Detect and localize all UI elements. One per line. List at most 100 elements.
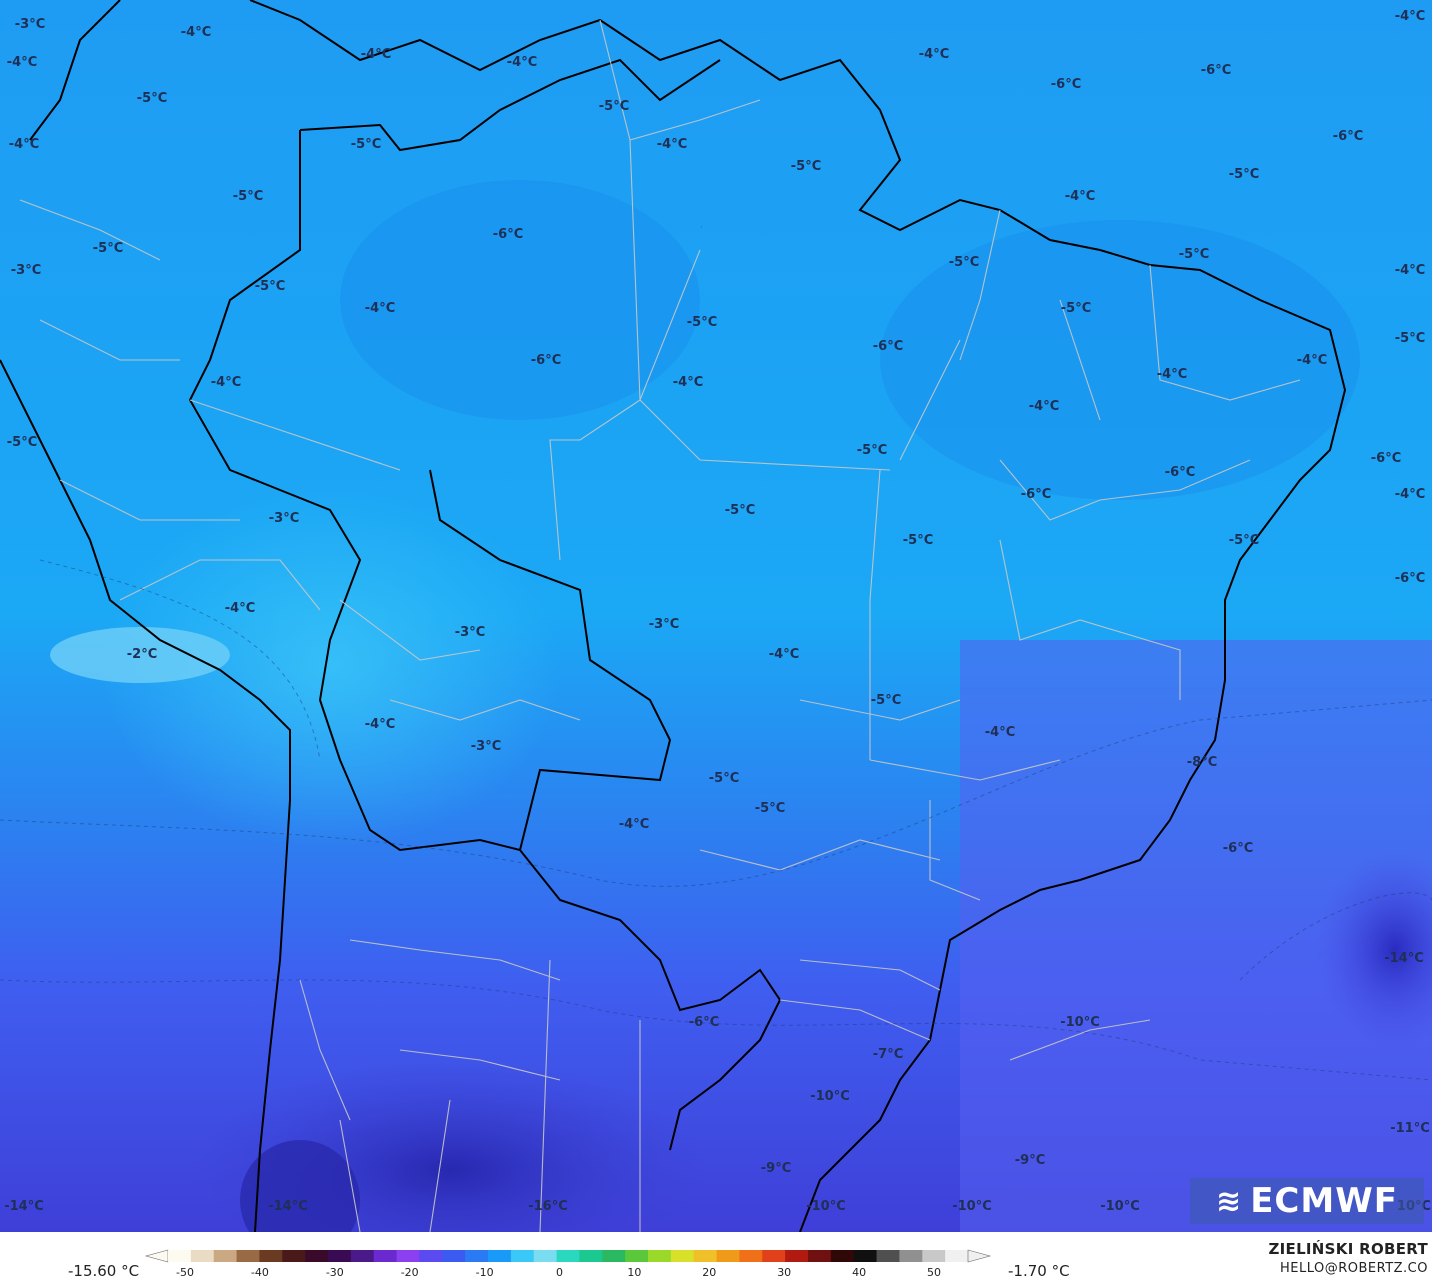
temperature-label: -10°C: [810, 1089, 850, 1104]
colorbar-swatch: [556, 1250, 580, 1262]
temperature-label: -4°C: [1297, 353, 1327, 368]
colorbar-swatch: [716, 1250, 740, 1262]
colorbar-swatch: [899, 1250, 923, 1262]
temperature-label: -3°C: [11, 263, 41, 278]
temperature-label: -5°C: [137, 91, 167, 106]
colorbar-arrow-left: [144, 1249, 169, 1263]
pacific-warm: [50, 627, 230, 683]
colorbar-tick-label: 0: [556, 1266, 563, 1279]
temperature-map: -3°C -4°C -4°C -4°C -4°C -4°C -4°C -5°C -6°C -6°C…: [0, 0, 1432, 1232]
temperature-label: -5°C: [351, 137, 381, 152]
colorbar-swatch: [465, 1250, 489, 1262]
colorbar-tick-label: -50: [176, 1266, 194, 1279]
colorbar-swatch: [922, 1250, 946, 1262]
temperature-label: -4°C: [1395, 9, 1425, 24]
temperature-label: -14°C: [4, 1199, 44, 1214]
temperature-label: -3°C: [15, 17, 45, 32]
temperature-label: -4°C: [657, 137, 687, 152]
temperature-label: -4°C: [225, 601, 255, 616]
colorbar-tick-label: -30: [326, 1266, 344, 1279]
colorbar-swatch: [785, 1250, 809, 1262]
temperature-label: -4°C: [1029, 399, 1059, 414]
temperature-label: -6°C: [531, 353, 561, 368]
temperature-label: -4°C: [365, 301, 395, 316]
colorbar-swatch: [808, 1250, 832, 1262]
colorbar-tick-label: 30: [777, 1266, 791, 1279]
colorbar-swatch: [442, 1250, 466, 1262]
temperature-label: -4°C: [1395, 263, 1425, 278]
temperature-label: -4°C: [1395, 487, 1425, 502]
temperature-label: -8°C: [1187, 755, 1217, 770]
colorbar-tick-label: -40: [251, 1266, 269, 1279]
brazil-border: [188, 58, 782, 1151]
temperature-label: -5°C: [871, 693, 901, 708]
temperature-label: -6°C: [1395, 571, 1425, 586]
temperature-label: -4°C: [619, 817, 649, 832]
colorbar-swatch: [625, 1250, 649, 1262]
state-borders: [19, 19, 1301, 1232]
temperature-label: -7°C: [873, 1047, 903, 1062]
temperature-label: -6°C: [1371, 451, 1401, 466]
cold-core-east: [1315, 850, 1432, 1050]
colorbar: -50 -40 -30 -20 -10 0 10 20 30 40 50: [144, 1249, 992, 1279]
colorbar-swatch: [602, 1250, 626, 1262]
temperature-label: -5°C: [687, 315, 717, 330]
temperature-label: -4°C: [181, 25, 211, 40]
temperature-label: -11°C: [1390, 1121, 1430, 1136]
temperature-label: -14°C: [1384, 951, 1424, 966]
temperature-label: -6°C: [493, 227, 523, 242]
temperature-label: -14°C: [268, 1199, 308, 1214]
temperature-label: -10°C: [806, 1199, 846, 1214]
temperature-label: -5°C: [903, 533, 933, 548]
colorbar-tick-label: 10: [627, 1266, 641, 1279]
temperature-label: -4°C: [365, 717, 395, 732]
warm-region: [100, 380, 760, 900]
colorbar-min-label: -15.60 °C: [68, 1262, 140, 1280]
colorbar-swatch: [282, 1250, 306, 1262]
temperature-label: -4°C: [985, 725, 1015, 740]
colorbar-swatches: [144, 1249, 992, 1263]
colorbar-tick-label: -20: [401, 1266, 419, 1279]
colorbar-swatch: [670, 1250, 695, 1262]
temperature-label: -4°C: [673, 375, 703, 390]
noise-marker: ·: [700, 223, 703, 233]
colorbar-swatch: [328, 1250, 352, 1262]
credit: ZIELIŃSKI ROBERT HELLO@ROBERTZ.CO: [1268, 1240, 1428, 1276]
colorbar-swatch: [510, 1250, 535, 1262]
temperature-label: -6°C: [1165, 465, 1195, 480]
colorbar-ticks: -50 -40 -30 -20 -10 0 10 20 30 40 50: [176, 1266, 941, 1279]
temperature-label: -6°C: [1021, 487, 1051, 502]
temperature-label: -5°C: [949, 255, 979, 270]
ecmwf-logo-icon: ≋: [1216, 1183, 1243, 1219]
temperature-label: -3°C: [269, 511, 299, 526]
pacific-coastline: [0, 359, 291, 1232]
temperature-label: -5°C: [233, 189, 263, 204]
colorbar-swatch: [876, 1250, 900, 1262]
contour-lines: [0, 559, 1432, 1081]
temperature-label: -5°C: [1395, 331, 1425, 346]
temperature-label: -16°C: [528, 1199, 568, 1214]
temperature-label: -5°C: [1179, 247, 1209, 262]
temperature-label: -10°C: [1100, 1199, 1140, 1214]
temperature-label: -3°C: [471, 739, 501, 754]
colorbar-swatch: [373, 1250, 398, 1262]
temperature-label: -2°C: [127, 647, 157, 662]
temperature-label: -5°C: [255, 279, 285, 294]
temperature-label: -10°C: [1060, 1015, 1100, 1030]
temperature-label: -5°C: [791, 159, 821, 174]
coastline: [29, 0, 1347, 1232]
temperature-label: -4°C: [361, 47, 391, 62]
temperature-label: -4°C: [9, 137, 39, 152]
credit-name: ZIELIŃSKI ROBERT: [1268, 1240, 1428, 1258]
temperature-label: -5°C: [599, 99, 629, 114]
colorbar-tick-label: 20: [702, 1266, 716, 1279]
temperature-label: -4°C: [7, 55, 37, 70]
colorbar-swatch: [259, 1250, 283, 1262]
temperature-label: -5°C: [93, 241, 123, 256]
temperature-label: -5°C: [1061, 301, 1091, 316]
temperature-labels: -3°C -4°C -4°C -4°C -4°C -4°C -4°C -5°C -6°C -6°C…: [4, 9, 1431, 1214]
temperature-label: -5°C: [755, 801, 785, 816]
colorbar-swatch: [236, 1250, 260, 1262]
temperature-label: -4°C: [211, 375, 241, 390]
colorbar-swatch: [419, 1250, 443, 1262]
